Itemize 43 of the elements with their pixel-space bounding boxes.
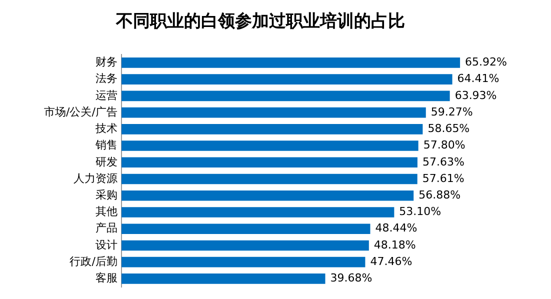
y-tick-label: 销售	[94, 138, 118, 152]
y-tick-label: 法务	[95, 72, 118, 86]
bar	[121, 124, 423, 134]
data-label: 48.44%	[375, 222, 418, 235]
data-label: 65.92%	[465, 56, 507, 69]
bar	[121, 207, 394, 218]
y-tick-label: 客服	[95, 272, 118, 285]
bar	[121, 256, 366, 268]
bar	[121, 90, 450, 102]
data-label: 48.18%	[374, 238, 416, 252]
y-tick-label: 行政/后勤	[70, 254, 118, 268]
bar	[121, 190, 414, 201]
data-label: 57.63%	[422, 155, 464, 168]
bar	[121, 157, 418, 168]
data-label: 58.65%	[428, 122, 470, 136]
y-tick-label: 采购	[95, 188, 118, 202]
data-label: 47.46%	[370, 254, 412, 268]
bar	[121, 274, 326, 284]
y-tick-label: 财务	[95, 56, 118, 69]
data-label: 63.93%	[454, 88, 497, 102]
y-tick-label: 运营	[95, 88, 118, 102]
bar	[121, 224, 370, 234]
bar	[121, 174, 418, 184]
data-label: 57.80%	[423, 138, 466, 152]
data-label: 53.10%	[399, 205, 442, 218]
data-label: 64.41%	[457, 72, 500, 86]
data-label: 39.68%	[330, 272, 372, 285]
chart-title: 不同职业的白领参加过职业培训的占比	[115, 12, 405, 32]
y-tick-label: 市场/公关/广告	[44, 105, 118, 118]
bar	[121, 240, 369, 251]
bar	[121, 74, 452, 84]
bar	[121, 140, 418, 151]
bar	[121, 58, 460, 68]
data-label: 57.61%	[422, 172, 464, 185]
y-tick-label: 产品	[95, 222, 118, 235]
y-tick-label: 设计	[95, 238, 118, 252]
y-tick-label: 其他	[95, 205, 118, 218]
y-tick-label: 技术	[94, 122, 118, 136]
data-label: 56.88%	[418, 188, 461, 202]
data-label: 59.27%	[430, 105, 473, 118]
y-tick-label: 人力资源	[73, 172, 118, 185]
bar	[121, 107, 426, 118]
y-tick-label: 研发	[95, 155, 118, 168]
